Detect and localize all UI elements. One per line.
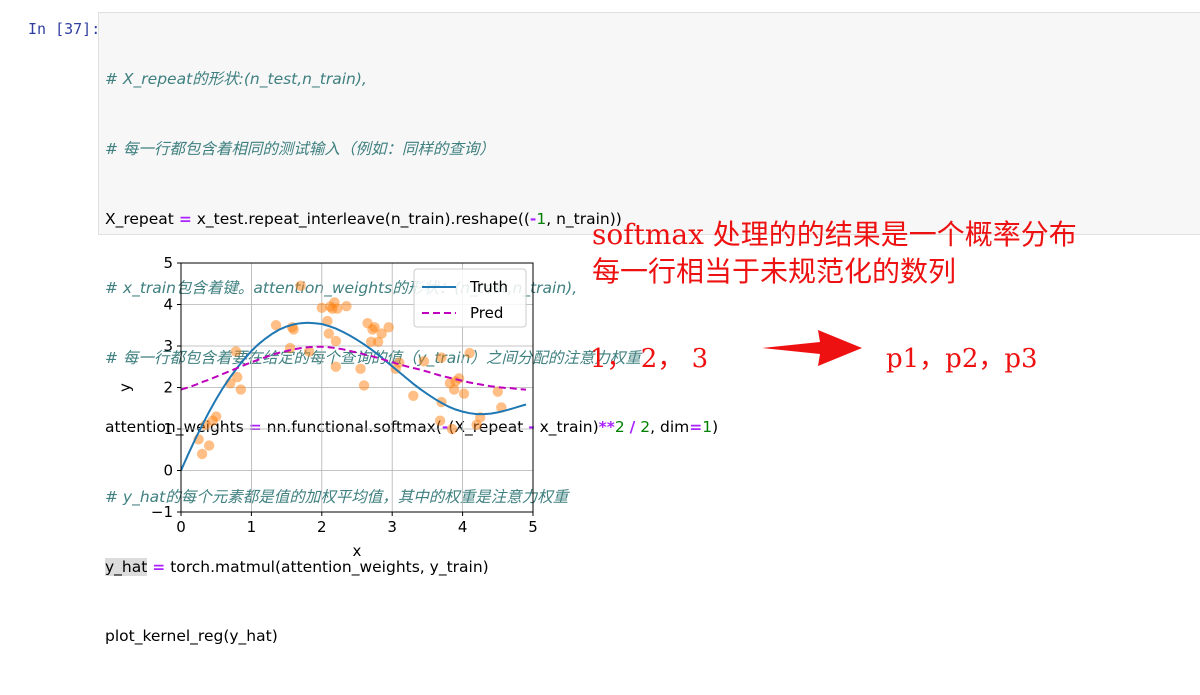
data-point <box>408 390 419 401</box>
data-point <box>303 346 315 357</box>
data-point <box>230 346 242 357</box>
code-token: plot_kernel_reg(y_hat) <box>105 627 278 646</box>
data-point <box>232 371 243 383</box>
code-token: x_train) <box>534 418 599 437</box>
data-point <box>369 322 380 333</box>
code-token: , n_train)) <box>546 209 622 228</box>
code-number: 1 <box>536 209 547 228</box>
x-tick-label: 5 <box>528 518 538 536</box>
data-point <box>330 361 342 372</box>
code-operator: = <box>689 418 703 437</box>
data-point <box>376 328 387 339</box>
data-point <box>492 386 503 397</box>
code-line: # 每一行都包含着相同的测试输入（例如：同样的查询） <box>105 138 718 161</box>
data-point <box>323 328 335 339</box>
code-line: X_repeat = x_test.repeat_interleave(n_tr… <box>105 208 718 231</box>
data-point <box>316 302 327 314</box>
code-line: # X_repeat的形状:(n_test,n_train), <box>105 68 718 91</box>
data-point <box>211 411 222 422</box>
code-token: torch.matmul(attention_weights, y_train) <box>165 557 489 576</box>
legend-label: Truth <box>469 278 508 296</box>
code-operator: - <box>528 418 535 437</box>
data-point <box>453 373 465 384</box>
data-point <box>196 448 208 460</box>
code-operator: = <box>152 557 166 576</box>
code-token: X_repeat <box>105 209 179 228</box>
data-point <box>383 322 394 333</box>
y-tick-label: 0 <box>163 462 173 480</box>
data-point <box>203 440 215 451</box>
y-tick-label: −1 <box>151 503 173 521</box>
selected-token: y_hat <box>105 557 148 576</box>
data-point <box>418 356 430 367</box>
data-point <box>458 388 470 399</box>
code-number: 2 <box>640 418 651 437</box>
code-token: (X_repeat <box>448 418 529 437</box>
code-token: nn.functional.softmax( <box>261 418 442 437</box>
data-point <box>434 415 446 426</box>
code-operator: ** <box>598 418 615 437</box>
data-point <box>358 380 370 391</box>
y-axis-label: y <box>116 383 134 392</box>
data-point <box>270 320 282 331</box>
annotation-row-note: 每一行相当于未规范化的数列 <box>592 255 957 288</box>
x-tick-label: 2 <box>317 518 327 536</box>
data-point <box>372 336 384 348</box>
y-tick-label: 1 <box>163 420 173 438</box>
code-token: x_test.repeat_interleave(n_train).reshap… <box>191 209 530 228</box>
data-point <box>322 315 333 327</box>
x-tick-label: 3 <box>387 518 397 536</box>
legend-box <box>413 268 527 328</box>
code-operator: - <box>529 209 537 228</box>
cell-prompt: In [37]: <box>28 20 101 38</box>
chart-legend: Truth Pred <box>413 268 527 328</box>
y-tick-label: 4 <box>163 296 173 314</box>
y-tick-label: 2 <box>163 379 173 397</box>
data-point <box>295 280 306 292</box>
code-cell[interactable]: # X_repeat的形状:(n_test,n_train), # 每一行都包含… <box>98 12 1200 645</box>
code-line: y_hat = torch.matmul(attention_weights, … <box>105 556 718 579</box>
x-tick-label: 0 <box>176 518 186 536</box>
data-point <box>235 384 247 395</box>
data-point <box>394 357 405 368</box>
data-point <box>448 384 460 395</box>
code-operator: = <box>248 418 262 437</box>
data-point <box>446 423 458 435</box>
legend-label: Pred <box>470 304 503 322</box>
code-token: ) <box>712 418 719 437</box>
code-number: 1 <box>702 418 713 437</box>
data-point <box>436 352 447 363</box>
code-comment: # y_hat的每个元素都是值的加权平均值，其中的权重是注意力权重 <box>105 487 569 506</box>
code-comment: # X_repeat的形状:(n_test,n_train), <box>105 70 367 89</box>
code-operator: = <box>178 209 192 228</box>
data-point <box>355 363 366 375</box>
pred-line <box>180 345 527 391</box>
data-point <box>332 303 343 314</box>
code-comment: # 每一行都包含着相同的测试输入（例如：同样的查询） <box>105 140 495 158</box>
data-point <box>330 335 342 347</box>
code-operator: - <box>441 418 449 437</box>
annotation-sequence: 1， 2， 3 <box>590 344 709 374</box>
code-token: , dim <box>650 418 690 437</box>
data-point <box>464 347 475 359</box>
data-point <box>341 300 352 312</box>
y-tick-label: 5 <box>163 254 173 272</box>
x-tick-label: 4 <box>458 518 468 536</box>
x-axis-label: x <box>353 542 362 560</box>
annotation-probabilities: p1，p2，p3 <box>886 344 1038 374</box>
y-tick-label: 3 <box>163 337 173 355</box>
truth-line <box>180 321 527 471</box>
code-number: 2 <box>614 418 625 437</box>
code-line: # y_hat的每个元素都是值的加权平均值，其中的权重是注意力权重 <box>105 486 718 509</box>
data-point <box>288 324 299 335</box>
code-operator: / <box>629 418 636 437</box>
annotation-softmax-note: softmax 处理的的结果是一个概率分布 <box>592 218 1077 251</box>
code-line: plot_kernel_reg(y_hat) <box>105 625 718 648</box>
x-tick-label: 1 <box>247 518 257 536</box>
arrow-right-icon <box>762 330 862 366</box>
